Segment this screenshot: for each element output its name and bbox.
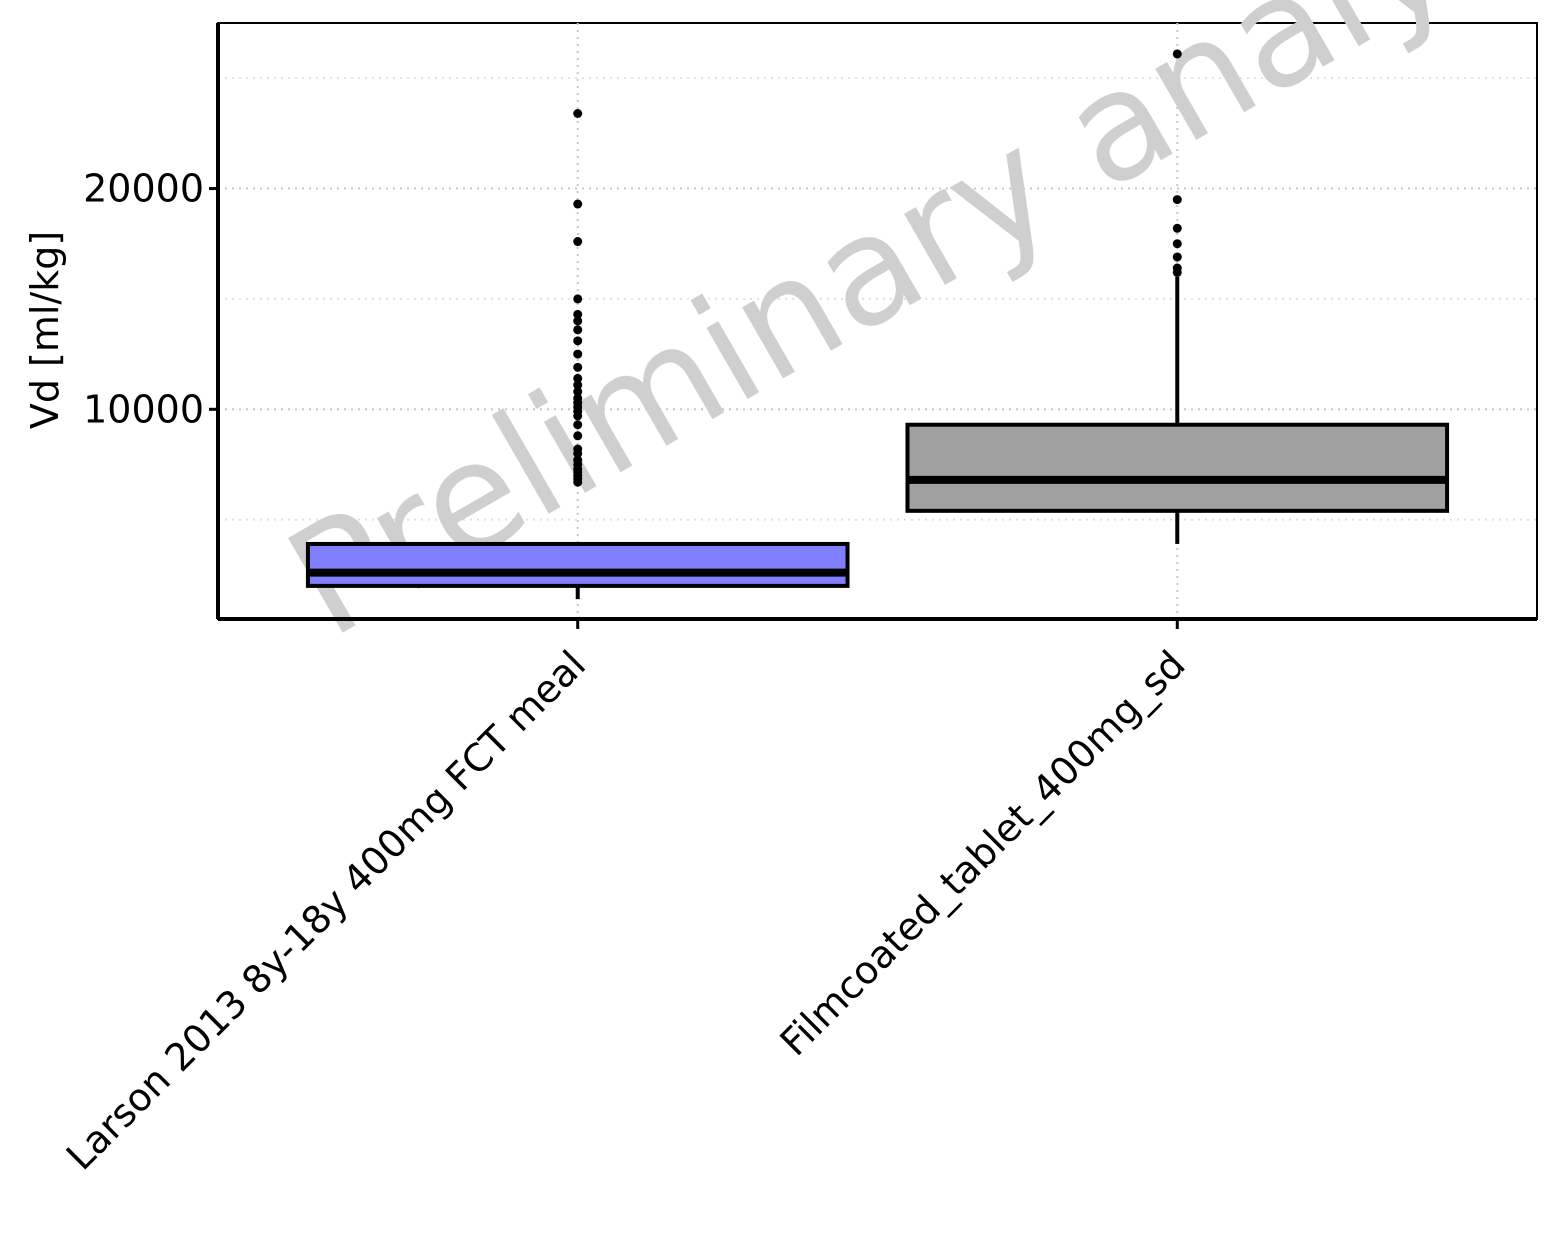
boxes <box>305 49 1450 600</box>
outlier-point <box>573 387 583 397</box>
outlier-point <box>573 380 583 390</box>
outlier-point <box>573 109 583 119</box>
outlier-point <box>1172 263 1182 273</box>
outlier-point <box>1172 223 1182 233</box>
outlier-point <box>573 455 583 465</box>
outlier-point <box>573 431 583 441</box>
box-group <box>305 109 850 600</box>
box-iqr <box>305 541 850 588</box>
outlier-point <box>573 444 583 454</box>
outlier-point <box>573 362 583 372</box>
x-category-label: Filmcoated_tablet_400mg_sd <box>772 642 1194 1064</box>
outlier-point <box>573 349 583 359</box>
outlier-point <box>573 373 583 383</box>
outlier-point <box>573 237 583 247</box>
y-tick-label: 10000 <box>83 387 204 431</box>
outlier-point <box>573 294 583 304</box>
y-axis-title: Vd [ml/kg] <box>23 231 67 429</box>
box-group <box>905 49 1450 544</box>
axes: 10000 20000 Larson 2013 8y-18y 400mg FCT m… <box>58 23 1537 1179</box>
outlier-point <box>1172 49 1182 59</box>
outlier-point <box>573 316 583 326</box>
x-category-label: Larson 2013 8y-18y 400mg FCT meal <box>58 642 594 1178</box>
outlier-point <box>573 336 583 346</box>
y-tick-label: 20000 <box>83 167 204 211</box>
outlier-point <box>573 420 583 430</box>
outlier-point <box>573 325 583 335</box>
outlier-point <box>573 393 583 403</box>
outlier-point <box>1172 252 1182 262</box>
outlier-point <box>1172 239 1182 249</box>
outlier-point <box>573 309 583 319</box>
outlier-point <box>1172 195 1182 205</box>
outlier-point <box>573 199 583 209</box>
box-iqr <box>905 422 1450 513</box>
